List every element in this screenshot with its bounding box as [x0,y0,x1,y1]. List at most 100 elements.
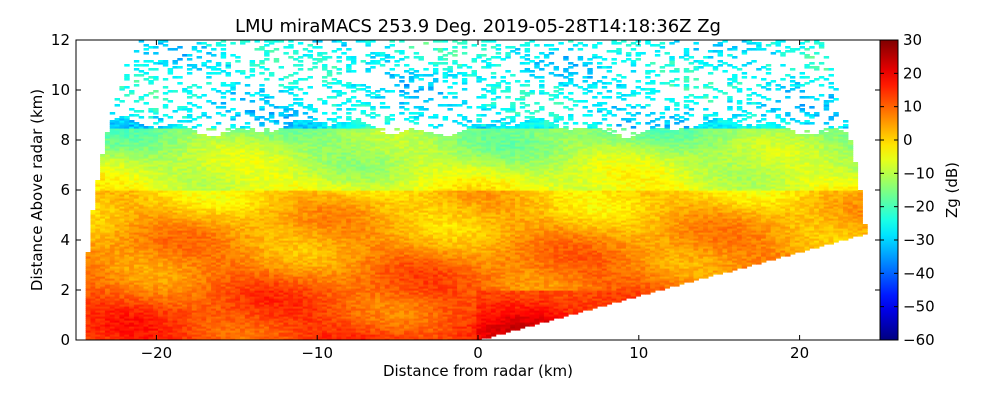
radar-gate [114,310,121,313]
radar-gate [264,338,270,340]
radar-gate [220,258,227,261]
radar-gate [322,304,328,307]
radar-gate [138,292,145,295]
radar-gate [466,326,473,329]
radar-gate [505,282,511,285]
radar-gate [331,332,338,335]
radar-gate [196,338,203,340]
radar-gate [191,252,198,255]
radar-gate [182,260,188,263]
radar-gate [244,276,251,279]
radar-gate [471,274,477,277]
radar-gate [100,338,106,340]
radar-gate [596,294,603,297]
radar-gate [457,322,463,325]
radar-gate [370,320,376,323]
radar-gate [158,254,164,257]
radar-gate [240,298,246,301]
radar-gate [486,314,492,317]
radar-gate [558,264,564,267]
radar-gate [172,252,178,255]
radar-gate [138,258,145,261]
radar-gate [85,262,92,265]
radar-gate [490,264,497,267]
radar-gate [167,262,174,265]
radar-gate [186,260,193,263]
radar-gate [384,258,391,261]
radar-gate [124,270,130,273]
radar-gate [191,336,198,339]
radar-gate [418,298,424,301]
radar-gate [114,332,121,335]
radar-gate [654,282,661,285]
radar-gate [543,290,550,293]
radar-gate [297,288,304,291]
radar-gate [365,286,371,289]
radar-gate [172,302,178,305]
radar-gate [495,332,502,335]
radar-gate [519,270,526,273]
radar-gate [206,316,212,319]
radar-gate [423,314,429,317]
radar-gate [119,312,125,315]
radar-gate [365,314,371,317]
radar-gate [225,310,231,313]
radar-gate [548,314,555,317]
radar-gate [587,284,593,287]
radar-gate [341,314,347,317]
radar-gate [240,274,246,277]
radar-gate [215,256,222,259]
radar-gate [346,274,352,277]
radar-gate [505,260,511,263]
radar-gate [461,278,468,281]
radar-gate [288,294,294,297]
radar-gate [404,266,410,269]
radar-gate [461,274,468,277]
radar-gate [596,264,603,267]
radar-gate [191,292,198,295]
radar-gate [220,272,227,275]
radar-gate [201,326,207,329]
radar-gate [138,266,145,269]
radar-gate [90,276,96,279]
radar-gate [375,272,381,275]
radar-gate [273,324,280,327]
radar-gate [191,284,198,287]
radar-gate [722,268,728,271]
radar-gate [293,326,299,329]
radar-gate [437,262,444,265]
radar-gate [278,318,285,321]
radar-gate [683,276,690,279]
radar-gate [249,270,256,273]
radar-gate [442,252,449,255]
radar-gate [326,268,333,271]
radar-gate [350,324,357,327]
radar-gate [196,256,203,259]
radar-gate [384,278,391,281]
radar-gate [481,334,487,337]
radar-gate [606,268,613,271]
radar-gate [514,286,521,289]
radar-gate [230,316,236,319]
radar-gate [428,308,434,311]
radar-gate [326,328,333,331]
radar-gate [167,286,174,289]
radar-gate [133,318,140,321]
radar-gate [158,288,164,291]
radar-gate [177,304,183,307]
radar-gate [698,262,704,265]
radar-gate [490,294,497,297]
radar-gate [235,284,241,287]
radar-gate [297,252,304,255]
radar-gate [505,258,511,261]
radar-gate [148,330,154,333]
radar-gate [225,274,231,277]
radar-gate [437,336,444,339]
radar-gate [428,314,434,317]
radar-gate [442,274,449,277]
radar-gate [640,286,646,289]
radar-gate [331,300,338,303]
radar-gate [534,288,540,291]
radar-gate [514,254,521,257]
radar-gate [442,260,449,263]
